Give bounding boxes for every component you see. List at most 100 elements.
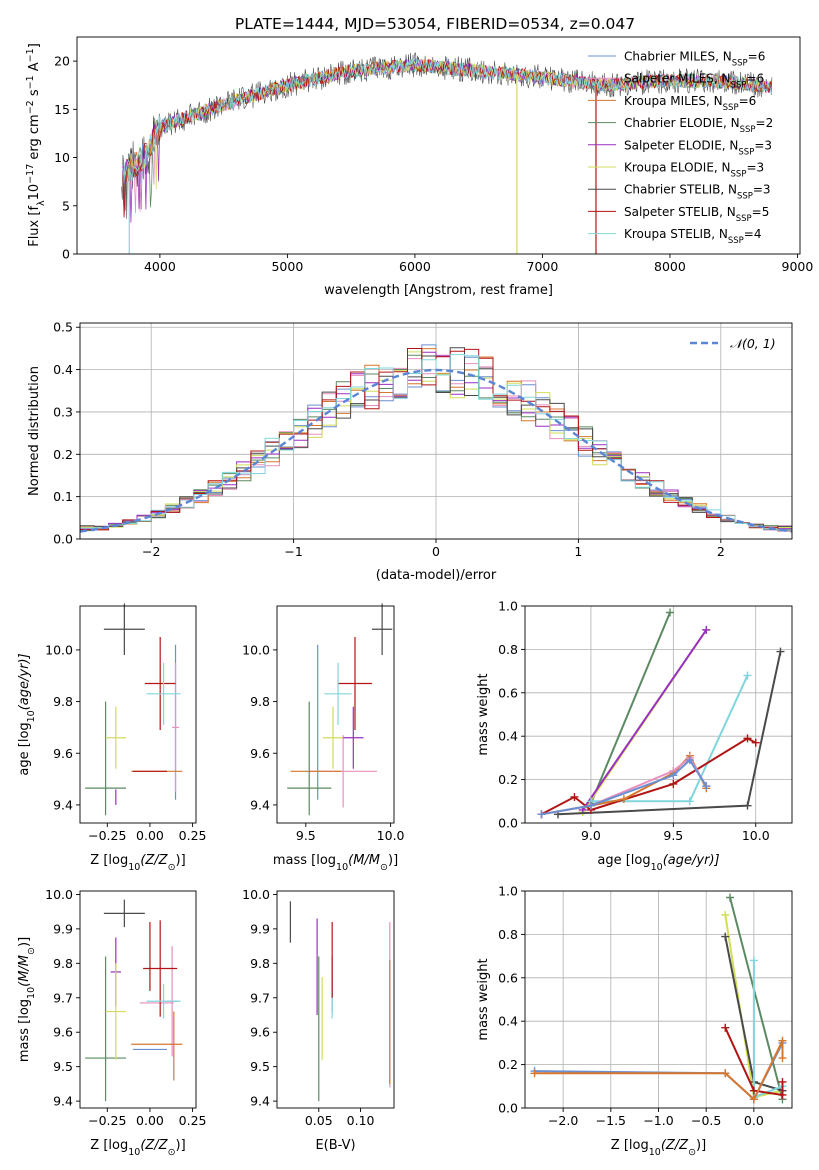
y-tick-label: 10.0 <box>242 642 270 657</box>
panel-age-weight: 9.0 9.5 10.0 0.0 0.2 0.4 0.6 0.8 1.0 age [log10(a… <box>476 599 793 873</box>
x-tick-label: 8000 <box>654 259 686 274</box>
x-axis-label: E(B-V) <box>315 1138 355 1153</box>
x-tick-label: −1.5 <box>596 1113 626 1128</box>
x-tick-label: 0.25 <box>179 1113 207 1128</box>
y-tick-label: 9.6 <box>53 1025 73 1040</box>
y-tick-label: 5 <box>62 198 70 213</box>
x-tick-label: 4000 <box>144 259 176 274</box>
weight-marker <box>669 771 678 780</box>
weight-marker <box>702 782 711 791</box>
y-tick-label: 9.5 <box>250 1059 270 1074</box>
y-tick-label: 10.0 <box>242 887 270 902</box>
y-tick-label: 0.2 <box>53 447 73 462</box>
x-tick-label: −0.5 <box>691 1113 721 1128</box>
y-tick-label: 9.5 <box>53 1059 73 1074</box>
weight-marker <box>749 956 758 965</box>
x-tick-label: 0.00 <box>136 828 164 843</box>
panel-mass-age: 9.5 10.0 9.4 9.6 9.8 10.0 mass [log10(M/M⊙)] <box>242 603 405 873</box>
legend-entry: Kroupa ELODIE, NSSP=3 <box>624 161 764 180</box>
y-tick-label: 9.4 <box>53 1094 73 1109</box>
x-tick-label: 0.00 <box>136 1113 164 1128</box>
y-tick-label: 0.8 <box>498 642 518 657</box>
weight-marker <box>570 792 579 801</box>
x-tick-label: 9.5 <box>663 828 683 843</box>
y-tick-label: 9.9 <box>53 921 73 936</box>
weight-line <box>724 1027 784 1097</box>
y-tick-label: 9.4 <box>53 797 73 812</box>
x-tick-label: 7000 <box>527 259 559 274</box>
y-tick-label: 0.4 <box>498 729 518 744</box>
x-axis-label: Z [log10(Z/Z⊙)] <box>611 1138 706 1158</box>
x-tick-label: −1.0 <box>643 1113 673 1128</box>
weight-marker <box>778 1054 787 1063</box>
weight-line <box>541 758 708 816</box>
y-tick-label: 15 <box>54 102 70 117</box>
x-tick-label: 9.5 <box>296 828 316 843</box>
y-axis-label: Normed distribution <box>27 366 42 496</box>
weight-marker <box>743 801 752 810</box>
y-tick-label: 10.0 <box>45 642 73 657</box>
x-tick-label: 2 <box>717 544 725 559</box>
y-tick-label: 9.9 <box>250 921 270 936</box>
x-tick-label: 10.0 <box>742 828 770 843</box>
weight-line <box>590 674 749 803</box>
panel-residuals: −2 −1 0 1 2 0.0 0.1 0.2 0.3 0.4 0.5 (data-model)/er… <box>27 320 793 583</box>
weight-marker <box>669 779 678 788</box>
x-axis-label: (data-model)/error <box>376 568 497 583</box>
weight-marker <box>726 893 735 902</box>
weight-line <box>729 897 784 1100</box>
y-tick-label: 0.4 <box>498 1014 518 1029</box>
x-tick-label: −2.0 <box>548 1113 578 1128</box>
y-tick-label: 0.2 <box>498 1057 518 1072</box>
x-tick-label: 6000 <box>399 259 431 274</box>
legend: Chabrier MILES, NSSP=6 Salpeter MILES, NS… <box>588 50 773 246</box>
panel-ebv-mass: 0.05 0.10 9.4 9.5 9.6 9.7 9.8 9.9 10.0 E(B-V) <box>242 887 395 1153</box>
y-tick-label: 9.8 <box>250 694 270 709</box>
x-tick-label: −1 <box>284 544 302 559</box>
y-tick-label: 9.8 <box>250 956 270 971</box>
y-tick-label: 1.0 <box>498 884 518 899</box>
weight-marker <box>702 625 711 634</box>
legend-entry: Chabrier STELIB, NSSP=3 <box>624 183 771 202</box>
y-tick-label: 0 <box>62 247 70 262</box>
axes-frame <box>79 605 197 824</box>
figure-title: PLATE=1444, MJD=53054, FIBERID=0534, z=0… <box>235 15 635 33</box>
y-tick-label: 10 <box>54 150 70 165</box>
y-tick-label: 0.6 <box>498 970 518 985</box>
weight-marker <box>778 1090 787 1099</box>
y-tick-label: 10.0 <box>45 887 73 902</box>
x-axis-label: Z [log10(Z/Z⊙)] <box>90 853 185 873</box>
y-tick-label: 0.4 <box>53 362 73 377</box>
legend-entry: Kroupa MILES, NSSP=6 <box>624 94 756 113</box>
weight-marker <box>619 795 628 804</box>
legend-entry: Chabrier MILES, NSSP=6 <box>624 50 765 69</box>
weight-marker <box>530 1069 539 1078</box>
y-tick-label: 20 <box>54 54 70 69</box>
weight-marker <box>666 608 675 617</box>
weight-marker <box>743 734 752 743</box>
y-tick-label: 9.8 <box>53 956 73 971</box>
weight-marker <box>685 756 694 765</box>
x-tick-label: 5000 <box>271 259 303 274</box>
legend-entry: Salpeter ELODIE, NSSP=3 <box>624 138 772 157</box>
weight-marker <box>743 671 752 680</box>
weight-marker <box>776 647 785 656</box>
x-tick-label: 0.05 <box>305 1113 333 1128</box>
y-tick-label: 9.8 <box>53 694 73 709</box>
x-tick-label: −0.25 <box>88 828 126 843</box>
weight-marker <box>749 1095 758 1104</box>
x-axis-label: mass [log10(M/M⊙)] <box>273 853 398 873</box>
y-tick-label: 9.4 <box>250 1094 270 1109</box>
y-tick-label: 1.0 <box>498 599 518 614</box>
x-axis-label: Z [log10(Z/Z⊙)] <box>90 1138 185 1158</box>
spectrum-line <box>122 58 772 181</box>
x-tick-label: 0.25 <box>179 828 207 843</box>
weight-line <box>752 960 783 1099</box>
weight-line <box>541 737 757 816</box>
axes-frame <box>276 605 395 824</box>
y-axis-label: age [log10(age/yr)] <box>17 653 37 775</box>
axes-frame <box>76 36 801 255</box>
x-axis-label: wavelength [Angstrom, rest frame] <box>324 283 553 298</box>
y-tick-label: 9.6 <box>250 746 270 761</box>
